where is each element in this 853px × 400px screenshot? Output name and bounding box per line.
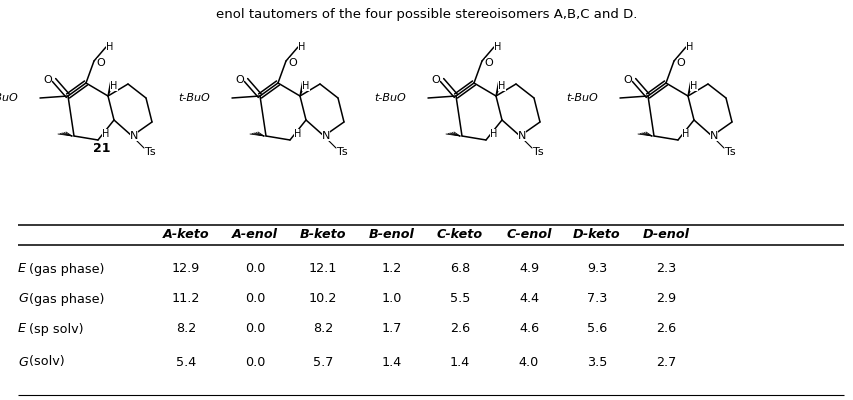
Text: 12.9: 12.9	[171, 262, 200, 276]
Text: 1.2: 1.2	[381, 262, 402, 276]
Text: (sp solv): (sp solv)	[25, 322, 84, 336]
Text: 8.2: 8.2	[312, 322, 333, 336]
Text: 0.0: 0.0	[245, 322, 265, 336]
Text: 5.7: 5.7	[312, 356, 333, 368]
Text: A-keto: A-keto	[163, 228, 209, 242]
Text: O: O	[288, 58, 297, 68]
Text: 4.0: 4.0	[519, 356, 538, 368]
Text: 2.6: 2.6	[655, 322, 676, 336]
Text: H: H	[110, 81, 118, 91]
Text: N: N	[130, 131, 138, 141]
Polygon shape	[688, 82, 693, 96]
Text: O: O	[235, 75, 244, 85]
Text: B-enol: B-enol	[368, 228, 415, 242]
Text: O: O	[96, 58, 105, 68]
Text: 1.0: 1.0	[381, 292, 402, 306]
Polygon shape	[107, 82, 113, 96]
Text: H: H	[302, 81, 310, 91]
Text: 11.2: 11.2	[171, 292, 200, 306]
Text: H: H	[494, 42, 501, 52]
Text: 12.1: 12.1	[309, 262, 337, 276]
Text: 21: 21	[93, 142, 111, 154]
Text: 4.4: 4.4	[519, 292, 538, 306]
Text: N: N	[709, 131, 717, 141]
Text: 4.9: 4.9	[519, 262, 538, 276]
Text: Ts: Ts	[144, 147, 155, 157]
Text: H: H	[498, 81, 505, 91]
Text: 1.4: 1.4	[450, 356, 469, 368]
Text: 0.0: 0.0	[245, 262, 265, 276]
Text: (gas phase): (gas phase)	[25, 262, 104, 276]
Text: 5.4: 5.4	[176, 356, 196, 368]
Text: N: N	[322, 131, 330, 141]
Polygon shape	[496, 82, 501, 96]
Text: 6.8: 6.8	[450, 262, 469, 276]
Text: H: H	[298, 42, 305, 52]
Text: (solv): (solv)	[25, 356, 65, 368]
Text: 0.0: 0.0	[245, 292, 265, 306]
Text: O: O	[431, 75, 440, 85]
Text: 1.4: 1.4	[381, 356, 402, 368]
Text: H: H	[682, 129, 689, 139]
Text: O: O	[623, 75, 631, 85]
Text: 5.6: 5.6	[586, 322, 606, 336]
Text: D-keto: D-keto	[572, 228, 620, 242]
Text: C-enol: C-enol	[506, 228, 551, 242]
Text: E: E	[18, 262, 26, 276]
Text: D-enol: D-enol	[641, 228, 688, 242]
Text: Ts: Ts	[724, 147, 734, 157]
Text: E: E	[18, 322, 26, 336]
Text: B-keto: B-keto	[299, 228, 345, 242]
Polygon shape	[299, 82, 305, 96]
Text: A-enol: A-enol	[232, 228, 278, 242]
Text: 5.5: 5.5	[450, 292, 470, 306]
Text: 2.9: 2.9	[655, 292, 676, 306]
Text: t-BuO: t-BuO	[178, 93, 210, 103]
Text: H: H	[294, 129, 301, 139]
Text: H: H	[686, 42, 693, 52]
Text: enol tautomers of the four possible stereoisomers A,B,C and D.: enol tautomers of the four possible ster…	[216, 8, 637, 21]
Text: 2.7: 2.7	[655, 356, 676, 368]
Text: 2.3: 2.3	[655, 262, 676, 276]
Text: Ts: Ts	[532, 147, 543, 157]
Text: 1.7: 1.7	[381, 322, 402, 336]
Text: 4.6: 4.6	[519, 322, 538, 336]
Text: G: G	[18, 292, 28, 306]
Text: H: H	[689, 81, 697, 91]
Text: O: O	[484, 58, 493, 68]
Text: Ts: Ts	[336, 147, 347, 157]
Text: t-BuO: t-BuO	[374, 93, 405, 103]
Text: 7.3: 7.3	[586, 292, 606, 306]
Text: O: O	[44, 75, 52, 85]
Text: (gas phase): (gas phase)	[25, 292, 104, 306]
Text: t-BuO: t-BuO	[566, 93, 597, 103]
Text: 10.2: 10.2	[309, 292, 337, 306]
Text: C-keto: C-keto	[437, 228, 483, 242]
Text: 2.6: 2.6	[450, 322, 469, 336]
Text: O: O	[676, 58, 685, 68]
Text: t-BuO: t-BuO	[0, 93, 18, 103]
Text: H: H	[490, 129, 497, 139]
Text: 0.0: 0.0	[245, 356, 265, 368]
Text: H: H	[102, 129, 109, 139]
Text: 9.3: 9.3	[586, 262, 606, 276]
Text: N: N	[517, 131, 525, 141]
Text: G: G	[18, 356, 28, 368]
Text: H: H	[106, 42, 113, 52]
Text: 8.2: 8.2	[176, 322, 196, 336]
Text: 3.5: 3.5	[586, 356, 606, 368]
